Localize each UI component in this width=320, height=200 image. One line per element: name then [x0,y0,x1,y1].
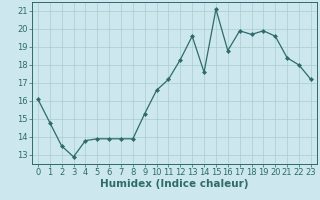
X-axis label: Humidex (Indice chaleur): Humidex (Indice chaleur) [100,179,249,189]
